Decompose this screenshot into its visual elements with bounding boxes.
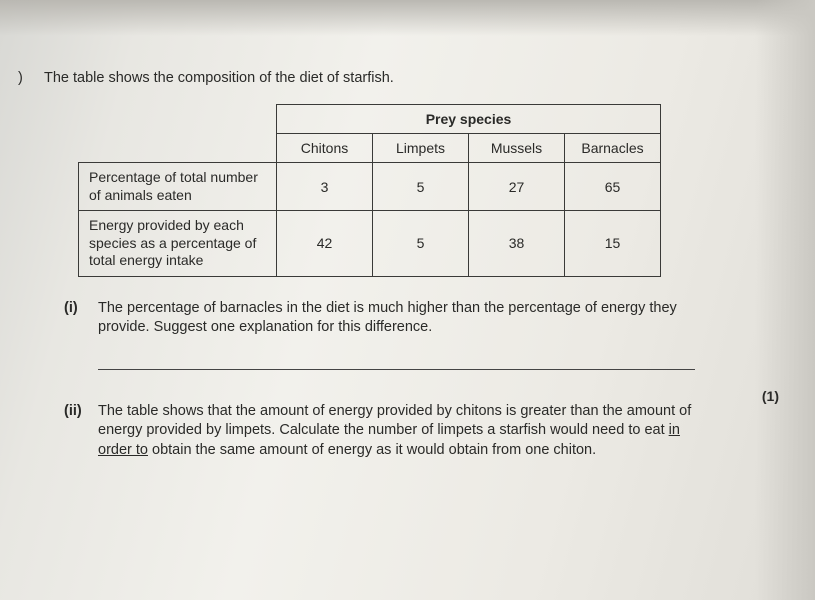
spacer (18, 376, 775, 402)
data-table-wrap: Prey species Chitons Limpets Mussels Bar… (78, 104, 775, 277)
subquestion-i: (i) The percentage of barnacles in the d… (64, 299, 775, 338)
table-row: Energy provided by each species as a per… (79, 211, 661, 277)
row-label-energy: Energy provided by each species as a per… (79, 211, 277, 277)
empty-cell (79, 134, 277, 163)
cell-limpets-energy: 5 (373, 211, 469, 277)
roman-i: (i) (64, 299, 98, 338)
subq-ii-part1: The table shows that the amount of energ… (98, 403, 691, 458)
col-header-limpets: Limpets (373, 134, 469, 163)
col-header-barnacles: Barnacles (565, 134, 661, 163)
cell-mussels-energy: 38 (469, 211, 565, 277)
marks-i: (1) (762, 388, 779, 404)
cell-chitons-pct: 3 (277, 163, 373, 211)
cell-limpets-pct: 5 (373, 163, 469, 211)
table-group-header-row: Prey species (79, 105, 661, 134)
prey-species-table: Prey species Chitons Limpets Mussels Bar… (78, 104, 661, 277)
cell-mussels-pct: 27 (469, 163, 565, 211)
cell-chitons-energy: 42 (277, 211, 373, 277)
answer-line (98, 352, 695, 370)
subquestion-i-text: The percentage of barnacles in the diet … (98, 299, 775, 338)
page-top-shadow (0, 0, 815, 36)
table-column-header-row: Chitons Limpets Mussels Barnacles (79, 134, 661, 163)
empty-corner-cell (79, 105, 277, 134)
roman-ii: (ii) (64, 402, 98, 461)
prey-species-header: Prey species (277, 105, 661, 134)
table-row: Percentage of total number of animals ea… (79, 163, 661, 211)
col-header-chitons: Chitons (277, 134, 373, 163)
part-letter: ) (18, 70, 44, 86)
cell-barnacles-energy: 15 (565, 211, 661, 277)
row-label-percentage: Percentage of total number of animals ea… (79, 163, 277, 211)
subquestion-ii: (ii) The table shows that the amount of … (64, 402, 775, 461)
subquestion-ii-text: The table shows that the amount of energ… (98, 402, 775, 461)
cell-barnacles-pct: 65 (565, 163, 661, 211)
col-header-mussels: Mussels (469, 134, 565, 163)
intro-text: The table shows the composition of the d… (44, 70, 775, 86)
question-intro: ) The table shows the composition of the… (18, 70, 775, 86)
